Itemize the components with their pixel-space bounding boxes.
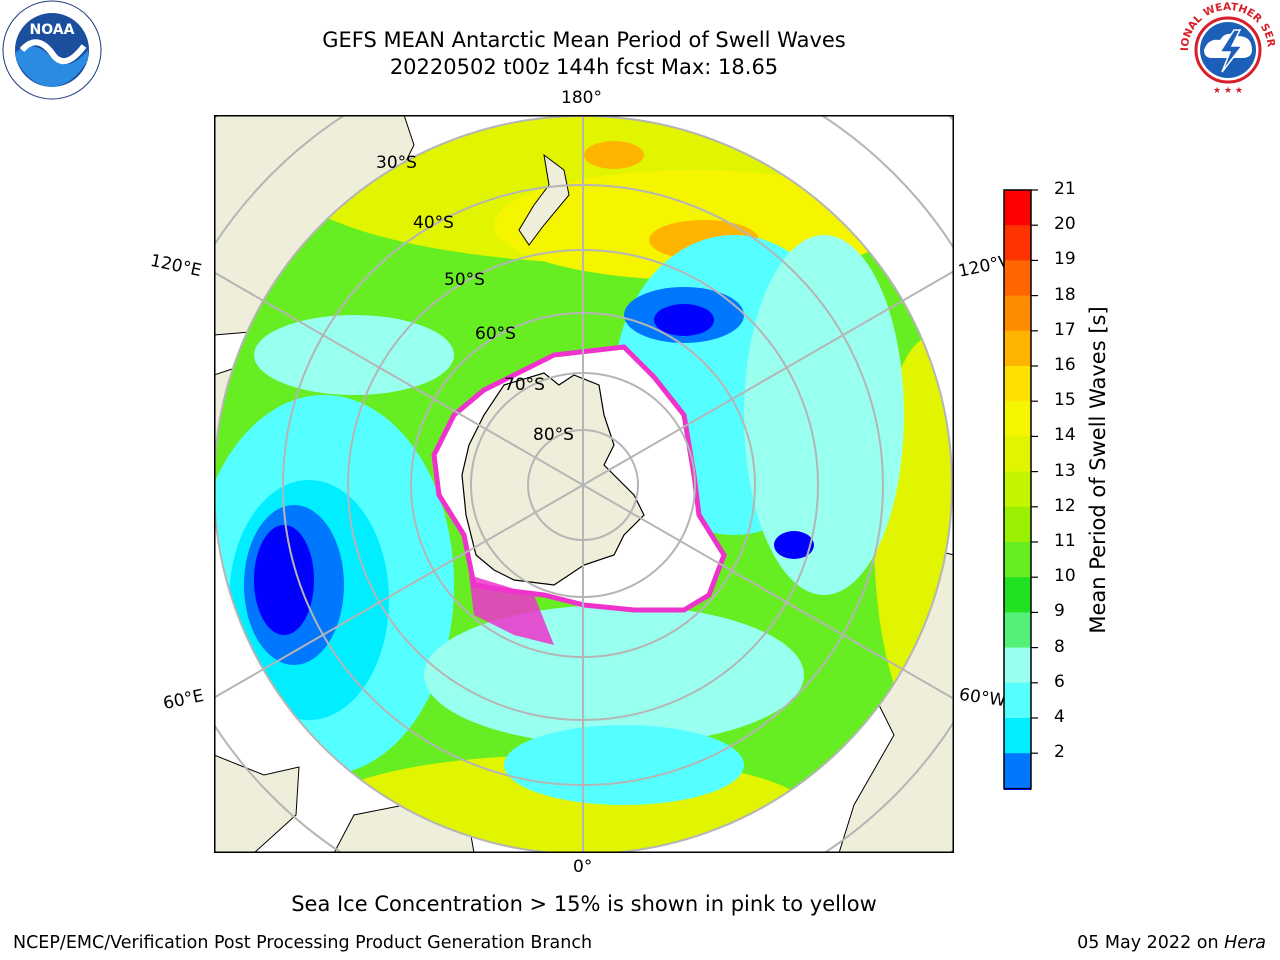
lat-label-70s: 70°S (504, 375, 545, 395)
colorbar-tick-label: 2 (1054, 742, 1065, 763)
colorbar-tick-label: 8 (1054, 636, 1065, 657)
new-zealand (518, 153, 570, 246)
colorbar-segment (1004, 647, 1031, 684)
colorbar-segment (1004, 542, 1031, 578)
noaa-logo-text: NOAA (30, 22, 75, 38)
colorbar-segment (1004, 718, 1031, 754)
colorbar-segment (1004, 436, 1031, 473)
nws-logo: NATIONAL WEATHER SERVICE ★ ★ ★ (1174, 0, 1278, 100)
colorbar-segment (1004, 612, 1031, 649)
lat-label-50s: 50°S (444, 270, 485, 290)
colorbar-segment (1004, 682, 1031, 719)
footer-credit: NCEP/EMC/Verification Post Processing Pr… (13, 933, 593, 953)
colorbar-segment (1004, 190, 1031, 226)
lat-label-30s: 30°S (376, 153, 417, 173)
sea-ice-caption: Sea Ice Concentration > 15% is shown in … (291, 892, 877, 916)
colorbar-segment (1004, 753, 1031, 789)
colorbar-tick-label: 15 (1054, 390, 1076, 411)
footer-host: Hera (1224, 933, 1266, 953)
lat-label-80s: 80°S (533, 425, 574, 445)
footer-date: 05 May 2022 on Hera (1077, 933, 1266, 953)
svg-text:★ ★ ★: ★ ★ ★ (1213, 86, 1243, 96)
colorbar-tick-label: 4 (1054, 707, 1065, 727)
colorbar-segment (1004, 471, 1031, 508)
lat-label-40s: 40°S (413, 213, 454, 233)
colorbar-tick-label: 20 (1054, 214, 1076, 235)
colorbar-tick-label: 10 (1054, 566, 1076, 587)
colorbar-tick-label: 18 (1054, 284, 1076, 305)
colorbar-tick-label: 21 (1054, 179, 1076, 199)
colorbar-label: Mean Period of Swell Waves [s] (1086, 306, 1110, 634)
lon-label-60e: 60°E (161, 685, 206, 715)
colorbar-segment (1004, 330, 1031, 367)
polar-map (214, 115, 954, 853)
colorbar-segment (1004, 401, 1031, 437)
colorbar-tick-label: 9 (1054, 601, 1065, 622)
colorbar-tick-label: 19 (1054, 249, 1076, 270)
colorbar-segment (1004, 506, 1031, 543)
colorbar-tick-label: 17 (1054, 319, 1076, 340)
colorbar-tick-label: 13 (1054, 460, 1076, 481)
colorbar-tick-label: 16 (1054, 355, 1076, 375)
colorbar-segment (1004, 577, 1031, 613)
map-title: GEFS MEAN Antarctic Mean Period of Swell… (322, 28, 846, 52)
colorbar-tick-label: 11 (1054, 531, 1076, 551)
colorbar-segment (1004, 260, 1031, 297)
footer-date-text: 05 May 2022 on (1077, 933, 1225, 953)
antarctica (461, 372, 645, 586)
colorbar-segment (1004, 295, 1031, 332)
colorbar-tick-label: 12 (1054, 495, 1076, 516)
colorbar-segment (1004, 225, 1031, 261)
colorbar-extend-arrow (1003, 787, 1032, 818)
lon-label-180: 180° (561, 88, 602, 108)
noaa-logo: NOAA (2, 0, 102, 100)
colorbar-segment (1004, 366, 1031, 402)
map-subtitle: 20220502 t00z 144h fcst Max: 18.65 (389, 55, 779, 79)
lon-label-120e: 120°E (148, 250, 204, 282)
colorbar-tick-label: 6 (1054, 671, 1065, 692)
colorbar-tick-label: 14 (1054, 425, 1076, 446)
lat-label-60s: 60°S (475, 324, 516, 344)
lon-label-0: 0° (573, 857, 593, 877)
